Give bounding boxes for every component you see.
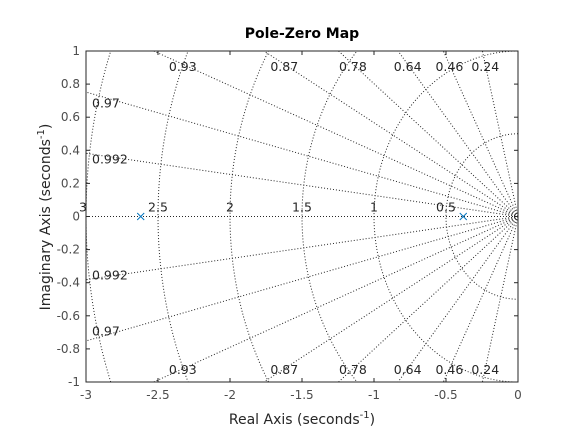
- frequency-label-2: 2: [226, 200, 234, 215]
- damping-label-0p93-top: 0.93: [169, 59, 197, 74]
- damping-label-0p64-top: 0.64: [394, 59, 422, 74]
- x-axis-label: Real Axis (seconds-1): [229, 410, 375, 428]
- y-tick-label: 0.2: [61, 176, 80, 190]
- damping-label-0p87-bottom: 0.87: [270, 362, 298, 377]
- x-axis-label-text: Real Axis (seconds: [229, 412, 360, 428]
- x-tick-label: -3: [80, 388, 92, 402]
- y-tick-label: -0.8: [57, 342, 80, 356]
- damping-label-0p992-top: 0.992: [92, 152, 128, 167]
- y-axis-label-text: Imaginary Axis (seconds: [38, 139, 54, 310]
- damping-label-0p97-bottom: 0.97: [92, 324, 120, 339]
- y-tick-label: -0.6: [57, 309, 80, 323]
- frequency-label-2p5: 2.5: [148, 200, 168, 215]
- damping-ray-0p97-upper: [86, 91, 518, 217]
- damping-ray-0p93-upper: [152, 51, 518, 217]
- damping-label-0p46-bottom: 0.46: [435, 362, 463, 377]
- pole-marker: [459, 212, 468, 221]
- y-tick-label: -0.2: [57, 243, 80, 257]
- damping-label-0p24-bottom: 0.24: [471, 362, 499, 377]
- y-axis-label-suffix: ): [38, 124, 54, 129]
- axes: [85, 50, 519, 383]
- y-tick-label: 0.4: [61, 143, 80, 157]
- x-axis-label-exponent: -1: [360, 410, 370, 421]
- damping-label-0p93-bottom: 0.93: [169, 362, 197, 377]
- frequency-label-1: 1: [370, 200, 378, 215]
- damping-label-0p87-top: 0.87: [270, 59, 298, 74]
- y-tick-label: -1: [68, 375, 80, 389]
- y-tick-label: -0.4: [57, 276, 80, 290]
- damping-label-0p97-top: 0.97: [92, 95, 120, 110]
- frequency-label-1p5: 1.5: [292, 200, 312, 215]
- x-tick-label: -1: [368, 388, 380, 402]
- y-axis-label: Imaginary Axis (seconds-1): [36, 124, 54, 311]
- y-tick-label: 0.8: [61, 77, 80, 91]
- damping-label-0p78-bottom: 0.78: [339, 362, 367, 377]
- frequency-label-3: 3: [79, 200, 87, 215]
- y-tick-label: 1: [72, 44, 80, 58]
- damping-label-0p78-top: 0.78: [339, 59, 367, 74]
- y-tick-label: 0.6: [61, 110, 80, 124]
- damping-ray-0p93-lower: [152, 216, 518, 382]
- damping-label-0p24-top: 0.24: [471, 59, 499, 74]
- tick-labels: -3 -2.5 -2 -1.5 -1 -0.5 0-1-0.8-0.6-0.4-0.200.…: [57, 44, 522, 402]
- pole-marker-stroke-b: [136, 212, 145, 221]
- damping-label-0p64-bottom: 0.64: [394, 362, 422, 377]
- frequency-label-0p5: 0.5: [436, 200, 456, 215]
- pole-marker: [136, 212, 145, 221]
- x-tick-label: -2: [224, 388, 236, 402]
- x-tick-label: 0: [514, 388, 522, 402]
- x-tick-label: -0.5: [434, 388, 457, 402]
- chart-title: Pole-Zero Map: [245, 26, 359, 42]
- damping-label-0p46-top: 0.46: [435, 59, 463, 74]
- x-axis-label-suffix: ): [370, 412, 375, 428]
- damping-ray-0p97-lower: [86, 216, 518, 342]
- y-tick-label: 0: [72, 210, 80, 224]
- y-axis-label-exponent: -1: [36, 129, 47, 139]
- x-tick-label: -1.5: [290, 388, 313, 402]
- damping-frequency-grid: [86, 51, 518, 382]
- x-tick-label: -2.5: [146, 388, 169, 402]
- damping-label-0p992-bottom: 0.992: [92, 267, 128, 282]
- pole-marker-stroke-b: [459, 212, 468, 221]
- pole-markers: [136, 212, 468, 221]
- grid-labels: 0.24 0.24 0.46 0.46 0.64 0.64 0.78 0.78 0.87 0.87…: [79, 59, 499, 377]
